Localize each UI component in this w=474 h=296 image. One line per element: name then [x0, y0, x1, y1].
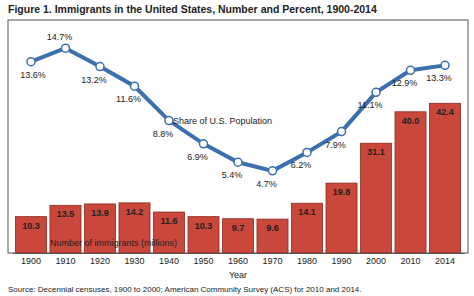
- bar-label: 13.9: [91, 208, 109, 218]
- bar: [222, 219, 253, 253]
- line-label: 12.9%: [392, 78, 418, 88]
- tick-label: 1950: [193, 256, 213, 266]
- marker: [441, 61, 449, 69]
- bar-label: 19.8: [333, 187, 351, 197]
- tick: 1990: [331, 253, 351, 266]
- tick-label: 2014: [435, 256, 455, 266]
- marker: [407, 66, 415, 74]
- line-label: 11.6%: [116, 94, 141, 104]
- source: Source: Decennial censuses, 1900 to 2000…: [8, 285, 362, 294]
- line-label: 5.4%: [222, 170, 243, 180]
- tick-label: 1920: [90, 256, 110, 266]
- marker: [130, 82, 138, 90]
- marker: [234, 158, 242, 166]
- tick-label: 1970: [262, 256, 282, 266]
- tick: 2000: [366, 253, 386, 266]
- marker: [27, 58, 35, 66]
- marker: [338, 128, 346, 136]
- marker: [61, 44, 69, 52]
- line: [31, 48, 445, 171]
- tick-label: 1900: [21, 256, 41, 266]
- tick: 2014: [435, 253, 455, 266]
- line-label: 14.7%: [47, 32, 73, 42]
- bar-label: 14.2: [126, 207, 144, 217]
- marker: [303, 148, 311, 156]
- tick: 2010: [401, 253, 421, 266]
- x-label: Year: [229, 270, 247, 280]
- bar: [395, 112, 426, 253]
- tick-label: 1940: [159, 256, 179, 266]
- bar-label: 9.7: [232, 223, 245, 233]
- tick-label: 1910: [55, 256, 75, 266]
- tick: 1970: [262, 253, 282, 266]
- bar-label: 13.5: [57, 209, 75, 219]
- chart: Figure 1. Immigrants in the United State…: [0, 0, 474, 296]
- tick-label: 1960: [228, 256, 248, 266]
- tick: 1940: [159, 253, 179, 266]
- bar-label: 14.1: [298, 207, 316, 217]
- bar-label: 31.1: [367, 147, 385, 157]
- axis-line: [13, 253, 465, 254]
- tick: 1910: [55, 253, 75, 266]
- tick-label: 2010: [401, 256, 421, 266]
- bar: [429, 103, 460, 253]
- title: Figure 1. Immigrants in the United State…: [8, 3, 377, 15]
- marker: [269, 167, 277, 175]
- line-label: 6.2%: [291, 160, 312, 170]
- series-label: Share of U.S. Population: [173, 116, 272, 126]
- tick: 1930: [124, 253, 144, 266]
- marker: [165, 117, 173, 125]
- bar-label: 11.6: [160, 216, 177, 226]
- bar-label: 42.4: [436, 107, 454, 117]
- plot-frame: [8, 20, 468, 253]
- plot-area: [15, 44, 460, 253]
- labels: 10.3 13.5 13.9 14.2 11.6 10.3 9.7 9.6 14.1 19.8 31…: [20, 32, 454, 248]
- bar-label: 10.3: [22, 221, 40, 231]
- marker: [199, 140, 207, 148]
- tick: 1950: [193, 253, 213, 266]
- series-label: Number of immigrants (millions): [50, 238, 177, 248]
- line-label: 7.9%: [325, 140, 346, 150]
- line-label: 13.3%: [426, 73, 452, 83]
- tick-label: 1990: [331, 256, 351, 266]
- bar: [291, 203, 322, 253]
- tick-label: 2000: [366, 256, 386, 266]
- bar: [188, 217, 219, 253]
- tick: 1960: [228, 253, 248, 266]
- line-label: 11.1%: [358, 100, 383, 110]
- bar: [326, 183, 357, 253]
- line-label: 8.8%: [153, 129, 174, 139]
- tick-label: 1980: [297, 256, 317, 266]
- marker: [96, 63, 104, 71]
- line-label: 13.2%: [81, 75, 107, 85]
- line-label: 13.6%: [20, 70, 46, 80]
- tick: 1920: [90, 253, 110, 266]
- tick-label: 1930: [124, 256, 144, 266]
- tick: 1900: [21, 253, 41, 266]
- bar: [15, 217, 46, 253]
- line-label: 4.7%: [256, 179, 277, 189]
- bar: [257, 219, 288, 253]
- marker: [372, 88, 380, 96]
- bar-label: 10.3: [195, 221, 213, 231]
- line-label: 6.9%: [187, 152, 208, 162]
- bar: [360, 143, 391, 253]
- bar-label: 40.0: [402, 116, 420, 126]
- bar-label: 9.6: [266, 223, 279, 233]
- tick: 1980: [297, 253, 317, 266]
- x-axis: 1900 1910 1920 1930 1940 1950 1960 1970 1980 1990…: [13, 253, 465, 266]
